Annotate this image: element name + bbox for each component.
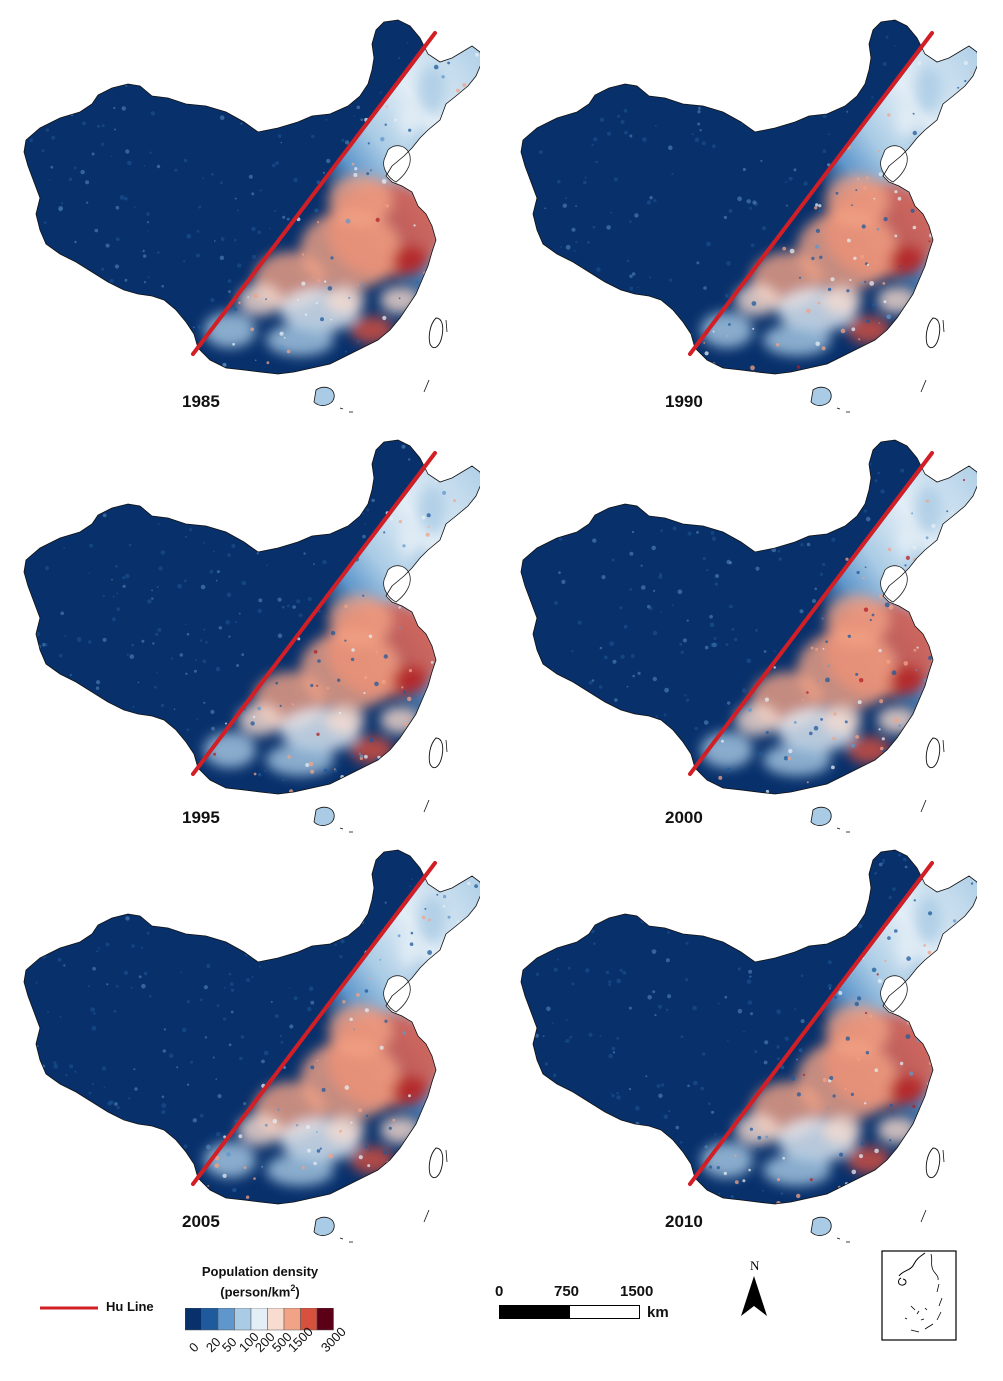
- taiwan: [925, 1147, 941, 1179]
- map-panel-2000: 2000: [497, 420, 977, 840]
- scale-label-750: 750: [554, 1283, 580, 1300]
- hu-line: [191, 451, 437, 776]
- density-swatch: [234, 1308, 252, 1331]
- bohai-sea: [383, 975, 411, 1013]
- hainan: [313, 386, 335, 406]
- map-panel-2005: 2005: [0, 830, 480, 1250]
- hainan: [810, 386, 832, 406]
- china-outline: [23, 849, 480, 1205]
- density-layer: [521, 850, 977, 1204]
- density-layer: [24, 440, 480, 794]
- legend-area: Hu Line Population density (person/km2) …: [0, 1250, 1003, 1381]
- hu-line: [191, 861, 437, 1186]
- china-map: [23, 439, 480, 833]
- taiwan: [925, 737, 941, 769]
- year-label: 1995: [182, 808, 220, 827]
- density-color-ramp: [185, 1308, 334, 1331]
- hu-line: [688, 31, 934, 356]
- taiwan: [428, 317, 444, 349]
- north-label: N: [750, 1258, 760, 1273]
- bohai-sea: [880, 565, 908, 603]
- scale-unit: km: [647, 1304, 669, 1321]
- density-swatch: [250, 1308, 268, 1331]
- hu-line: [688, 861, 934, 1186]
- density-swatch: [283, 1308, 301, 1331]
- island-mark: [836, 407, 841, 410]
- scale-label-0: 0: [495, 1283, 504, 1300]
- island-mark: [423, 379, 430, 393]
- china-map: [520, 439, 977, 833]
- north-arrow-icon: [741, 1276, 767, 1316]
- south-china-sea-inset: [881, 1250, 957, 1341]
- bohai-sea: [383, 565, 411, 603]
- map-panel-2010: 2010: [497, 830, 977, 1250]
- island-mark: [339, 1237, 344, 1240]
- density-swatch: [185, 1308, 202, 1331]
- scale-label-1500: 1500: [620, 1283, 654, 1300]
- year-label: 2005: [182, 1212, 220, 1231]
- island-mark: [339, 407, 344, 410]
- hu-line-legend-swatch: [40, 1306, 98, 1310]
- island-mark: [423, 1209, 430, 1223]
- density-layer: [521, 20, 977, 374]
- island-mark: [423, 799, 430, 813]
- island-mark: [942, 1149, 945, 1163]
- taiwan: [925, 317, 941, 349]
- china-map: [23, 849, 480, 1243]
- year-label: 1990: [665, 392, 703, 411]
- island-mark: [445, 739, 448, 753]
- hainan: [810, 806, 832, 826]
- island-mark: [920, 379, 927, 393]
- taiwan: [428, 737, 444, 769]
- year-label: 2000: [665, 808, 703, 827]
- density-layer: [24, 850, 480, 1204]
- density-swatch: [316, 1308, 334, 1331]
- island-mark: [445, 1149, 448, 1163]
- hainan: [313, 806, 335, 826]
- density-title-line2: (person/km2): [220, 1283, 300, 1300]
- island-mark: [942, 739, 945, 753]
- hu-line: [688, 451, 934, 776]
- hu-line: [191, 31, 437, 356]
- china-map: [520, 849, 977, 1243]
- scale-bar: [499, 1305, 640, 1319]
- island-mark: [339, 827, 344, 830]
- density-layer: [521, 440, 977, 794]
- density-legend-title: Population density (person/km2): [170, 1264, 350, 1300]
- china-outline: [520, 19, 977, 375]
- island-mark: [920, 1209, 927, 1223]
- china-outline: [23, 19, 480, 375]
- density-swatch: [201, 1308, 219, 1331]
- taiwan: [428, 1147, 444, 1179]
- china-outline: [23, 439, 480, 795]
- island-mark: [920, 799, 927, 813]
- hainan: [810, 1216, 832, 1236]
- bohai-sea: [383, 145, 411, 183]
- island-mark: [836, 827, 841, 830]
- china-outline: [520, 849, 977, 1205]
- island-mark: [942, 319, 945, 333]
- china-outline: [520, 439, 977, 795]
- island-mark: [836, 1237, 841, 1240]
- china-map: [23, 19, 480, 413]
- bohai-sea: [880, 975, 908, 1013]
- year-label: 2010: [665, 1212, 703, 1231]
- island-mark: [445, 319, 448, 333]
- map-panel-1985: 1985: [0, 0, 480, 420]
- hainan: [313, 1216, 335, 1236]
- year-label: 1985: [182, 392, 220, 411]
- density-swatch: [217, 1308, 235, 1331]
- density-title-line1: Population density: [201, 1264, 319, 1279]
- china-map: [520, 19, 977, 413]
- density-layer: [24, 20, 480, 374]
- density-swatch: [267, 1308, 285, 1331]
- density-tick-label: 0: [185, 1339, 202, 1356]
- hu-line-label: Hu Line: [106, 1299, 154, 1314]
- map-panel-1990: 1990: [497, 0, 977, 420]
- map-panel-1995: 1995: [0, 420, 480, 840]
- bohai-sea: [880, 145, 908, 183]
